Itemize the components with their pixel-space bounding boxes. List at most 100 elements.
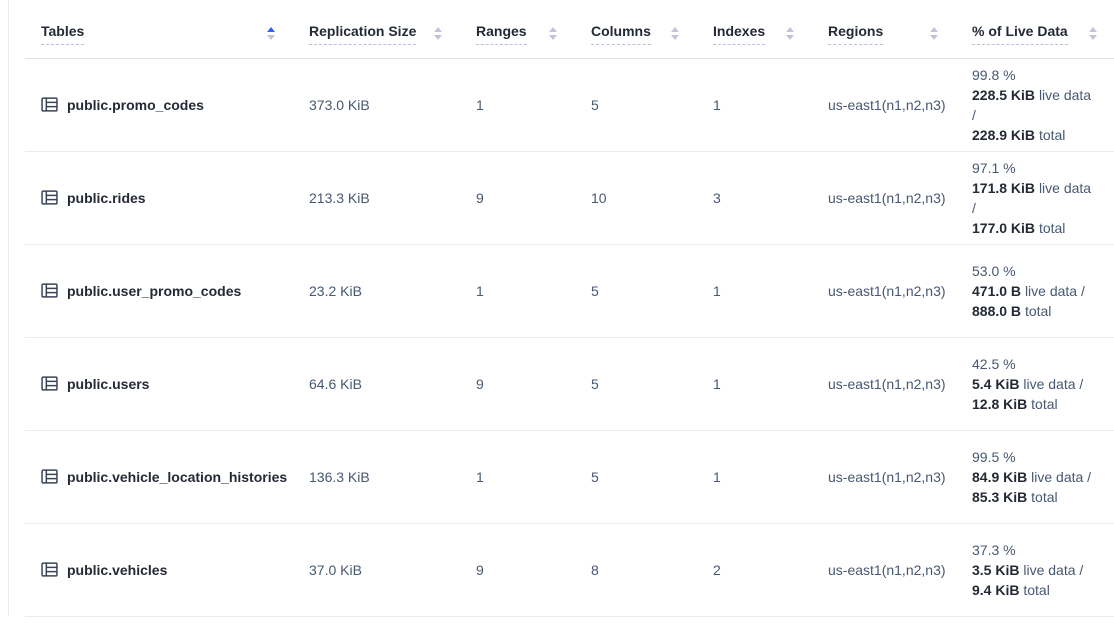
sort-desc-icon (786, 35, 794, 41)
total-label: total (1023, 581, 1050, 598)
column-label-indexes: Indexes (713, 23, 766, 45)
replication-size-cell: 64.6 KiB (293, 337, 460, 431)
regions-cell: us-east1(n1,n2,n3) (812, 430, 956, 524)
table-name-cell: public.vehicles (25, 523, 293, 617)
table-icon (41, 561, 58, 578)
column-label-live-data: % of Live Data (972, 23, 1068, 45)
total-label: total (1031, 395, 1058, 412)
columns-cell: 5 (575, 244, 697, 338)
ranges-cell: 9 (460, 523, 575, 617)
live-size: 171.8 KiB (972, 179, 1036, 196)
sort-arrows-icon[interactable] (434, 27, 442, 41)
table-body: public.promo_codes 373.0 KiB 1 5 1 us-ea… (25, 58, 1114, 617)
sort-asc-icon (671, 27, 679, 33)
regions-cell: us-east1(n1,n2,n3) (812, 151, 956, 245)
indexes-cell: 2 (697, 523, 812, 617)
live-label: live data / (972, 179, 1092, 216)
ranges-cell: 1 (460, 58, 575, 152)
sort-arrows-icon[interactable] (267, 27, 275, 41)
replication-size-cell: 373.0 KiB (293, 58, 460, 152)
column-header-replication-size[interactable]: Replication Size (293, 10, 460, 59)
indexes-cell: 1 (697, 244, 812, 338)
sort-asc-icon (786, 27, 794, 33)
live-label: live data / (1023, 561, 1084, 578)
live-label: live data / (1023, 375, 1084, 392)
column-header-regions[interactable]: Regions (812, 10, 956, 59)
total-label: total (1038, 126, 1066, 143)
regions-cell: us-east1(n1,n2,n3) (812, 244, 956, 338)
sort-asc-icon (267, 27, 275, 33)
sort-desc-icon (671, 35, 679, 41)
tables-panel: Tables Replication Size Ranges (8, 0, 1114, 617)
sort-desc-icon (930, 35, 938, 41)
table-row: public.users 64.6 KiB 9 5 1 us-east1(n1,… (25, 337, 1114, 431)
live-percent: 42.5 % (972, 355, 1016, 372)
live-label: live data / (1031, 468, 1092, 485)
live-percent: 99.8 % (972, 66, 1016, 83)
live-percent: 99.5 % (972, 448, 1016, 465)
table-name-cell: public.user_promo_codes (25, 244, 293, 338)
table-row: public.user_promo_codes 23.2 KiB 1 5 1 u… (25, 244, 1114, 338)
regions-cell: us-east1(n1,n2,n3) (812, 337, 956, 431)
live-data-cell: 99.5 % 84.9 KiB live data / 85.3 KiB tot… (956, 430, 1114, 524)
ranges-cell: 9 (460, 337, 575, 431)
live-percent: 97.1 % (972, 159, 1016, 176)
live-size: 228.5 KiB (972, 86, 1036, 103)
table-icon (41, 96, 58, 113)
column-header-indexes[interactable]: Indexes (697, 10, 812, 59)
sort-asc-icon (434, 27, 442, 33)
column-header-columns[interactable]: Columns (575, 10, 697, 59)
table-row: public.vehicles 37.0 KiB 9 8 2 us-east1(… (25, 523, 1114, 617)
replication-size-cell: 37.0 KiB (293, 523, 460, 617)
columns-cell: 10 (575, 151, 697, 245)
indexes-cell: 1 (697, 337, 812, 431)
live-size: 84.9 KiB (972, 468, 1028, 485)
sort-arrows-icon[interactable] (1089, 27, 1097, 41)
indexes-cell: 1 (697, 430, 812, 524)
column-label-regions: Regions (828, 23, 884, 45)
sort-desc-icon (267, 35, 275, 41)
table-name-link[interactable]: public.vehicles (67, 561, 168, 578)
table-name-cell: public.users (25, 337, 293, 431)
column-label-tables: Tables (41, 23, 85, 45)
table-name-link[interactable]: public.user_promo_codes (67, 282, 242, 299)
sort-arrows-icon[interactable] (930, 27, 938, 41)
sort-arrows-icon[interactable] (786, 27, 794, 41)
live-label: live data / (1024, 282, 1085, 299)
live-data-cell: 99.8 % 228.5 KiB live data / 228.9 KiB t… (956, 58, 1114, 152)
table-name-cell: public.vehicle_location_histories (25, 430, 293, 524)
table-name-link[interactable]: public.vehicle_location_histories (67, 468, 288, 485)
table-name-link[interactable]: public.users (67, 375, 150, 392)
table-icon (41, 282, 58, 299)
total-size: 9.4 KiB (972, 581, 1020, 598)
total-size: 12.8 KiB (972, 395, 1028, 412)
table-row: public.vehicle_location_histories 136.3 … (25, 430, 1114, 524)
replication-size-cell: 213.3 KiB (293, 151, 460, 245)
column-header-tables[interactable]: Tables (25, 10, 293, 59)
column-header-live-data[interactable]: % of Live Data (956, 10, 1114, 59)
live-label: live data / (972, 86, 1092, 123)
table-name-link[interactable]: public.rides (67, 189, 146, 206)
live-size: 5.4 KiB (972, 375, 1020, 392)
live-data-cell: 42.5 % 5.4 KiB live data / 12.8 KiB tota… (956, 337, 1114, 431)
sort-arrows-icon[interactable] (549, 27, 557, 41)
total-size: 85.3 KiB (972, 488, 1028, 505)
ranges-cell: 9 (460, 151, 575, 245)
column-header-ranges[interactable]: Ranges (460, 10, 575, 59)
sort-desc-icon (1089, 35, 1097, 41)
sort-arrows-icon[interactable] (671, 27, 679, 41)
replication-size-cell: 136.3 KiB (293, 430, 460, 524)
sort-asc-icon (930, 27, 938, 33)
live-percent: 53.0 % (972, 262, 1016, 279)
table-icon (41, 375, 58, 392)
columns-cell: 8 (575, 523, 697, 617)
total-size: 888.0 B (972, 302, 1022, 319)
live-data-cell: 97.1 % 171.8 KiB live data / 177.0 KiB t… (956, 151, 1114, 245)
column-label-ranges: Ranges (476, 23, 527, 45)
column-label-columns: Columns (591, 23, 651, 45)
table-name-cell: public.rides (25, 151, 293, 245)
sort-asc-icon (549, 27, 557, 33)
table-name-link[interactable]: public.promo_codes (67, 96, 204, 113)
columns-cell: 5 (575, 58, 697, 152)
regions-cell: us-east1(n1,n2,n3) (812, 58, 956, 152)
